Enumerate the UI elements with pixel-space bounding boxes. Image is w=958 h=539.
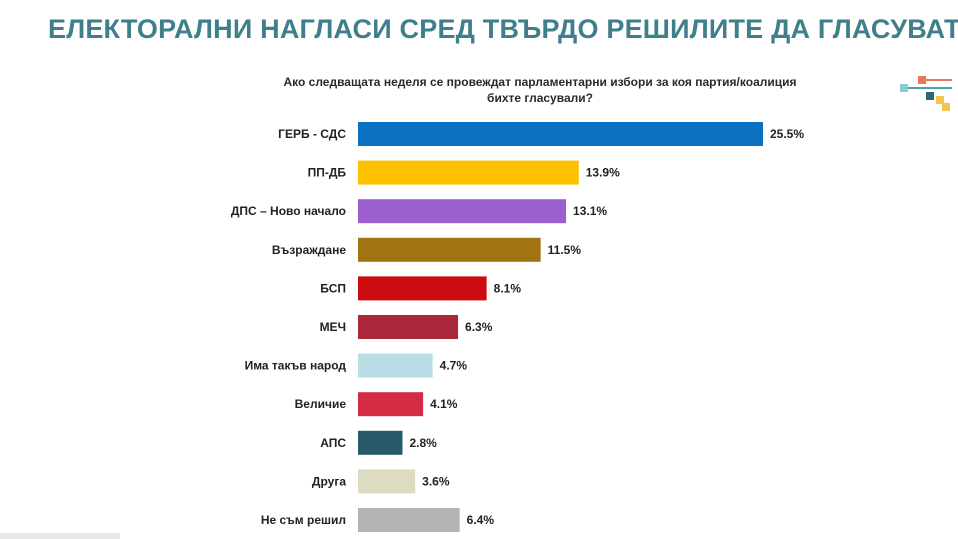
bar xyxy=(358,160,579,185)
page-title: ЕЛЕКТОРАЛНИ НАГЛАСИ СРЕД ТВЪРДО РЕШИЛИТЕ… xyxy=(48,14,958,44)
value-label: 8.1% xyxy=(494,281,522,295)
category-label: Възраждане xyxy=(272,243,346,257)
value-label: 13.1% xyxy=(573,204,607,218)
chart-subtitle-line-2: бихте гласували? xyxy=(487,91,593,105)
logo-square xyxy=(942,103,950,111)
logo-square xyxy=(900,84,908,92)
bar xyxy=(358,392,424,417)
logo-line xyxy=(926,79,952,81)
category-label: Не съм решил xyxy=(261,513,346,527)
value-label: 4.1% xyxy=(430,397,458,411)
value-label: 2.8% xyxy=(409,436,437,450)
bottom-strip xyxy=(0,533,120,539)
category-label: БСП xyxy=(320,281,346,295)
bar xyxy=(358,508,460,532)
logo-square xyxy=(918,76,926,84)
value-label: 6.3% xyxy=(465,320,493,334)
category-label: Има такъв народ xyxy=(245,359,347,373)
value-label: 3.6% xyxy=(422,474,450,488)
bar xyxy=(358,122,763,146)
logo-square xyxy=(936,96,944,104)
bar xyxy=(358,315,459,339)
bar xyxy=(358,469,416,494)
category-label: МЕЧ xyxy=(320,320,346,334)
brand-logo-icon xyxy=(896,72,956,112)
value-label: 13.9% xyxy=(586,166,620,180)
chart-subtitle: Ако следващата неделя се провеждат парла… xyxy=(250,74,830,106)
value-label: 11.5% xyxy=(548,243,582,257)
bar xyxy=(358,199,567,224)
chart-subtitle-line-1: Ако следващата неделя се провеждат парла… xyxy=(283,75,797,89)
bar xyxy=(358,276,487,301)
bar xyxy=(358,237,541,262)
category-label: Друга xyxy=(312,474,346,488)
category-label: ГЕРБ - СДС xyxy=(278,127,346,141)
value-label: 25.5% xyxy=(770,127,804,141)
logo-line xyxy=(908,87,952,89)
category-label: ПП-ДБ xyxy=(308,166,347,180)
value-label: 4.7% xyxy=(440,359,468,373)
category-label: Величие xyxy=(295,397,347,411)
category-label: ДПС – Ново начало xyxy=(231,204,346,218)
bar xyxy=(358,430,403,455)
value-label: 6.4% xyxy=(467,513,495,527)
logo-square xyxy=(926,92,934,100)
bar xyxy=(358,353,433,378)
category-label: АПС xyxy=(320,436,346,450)
